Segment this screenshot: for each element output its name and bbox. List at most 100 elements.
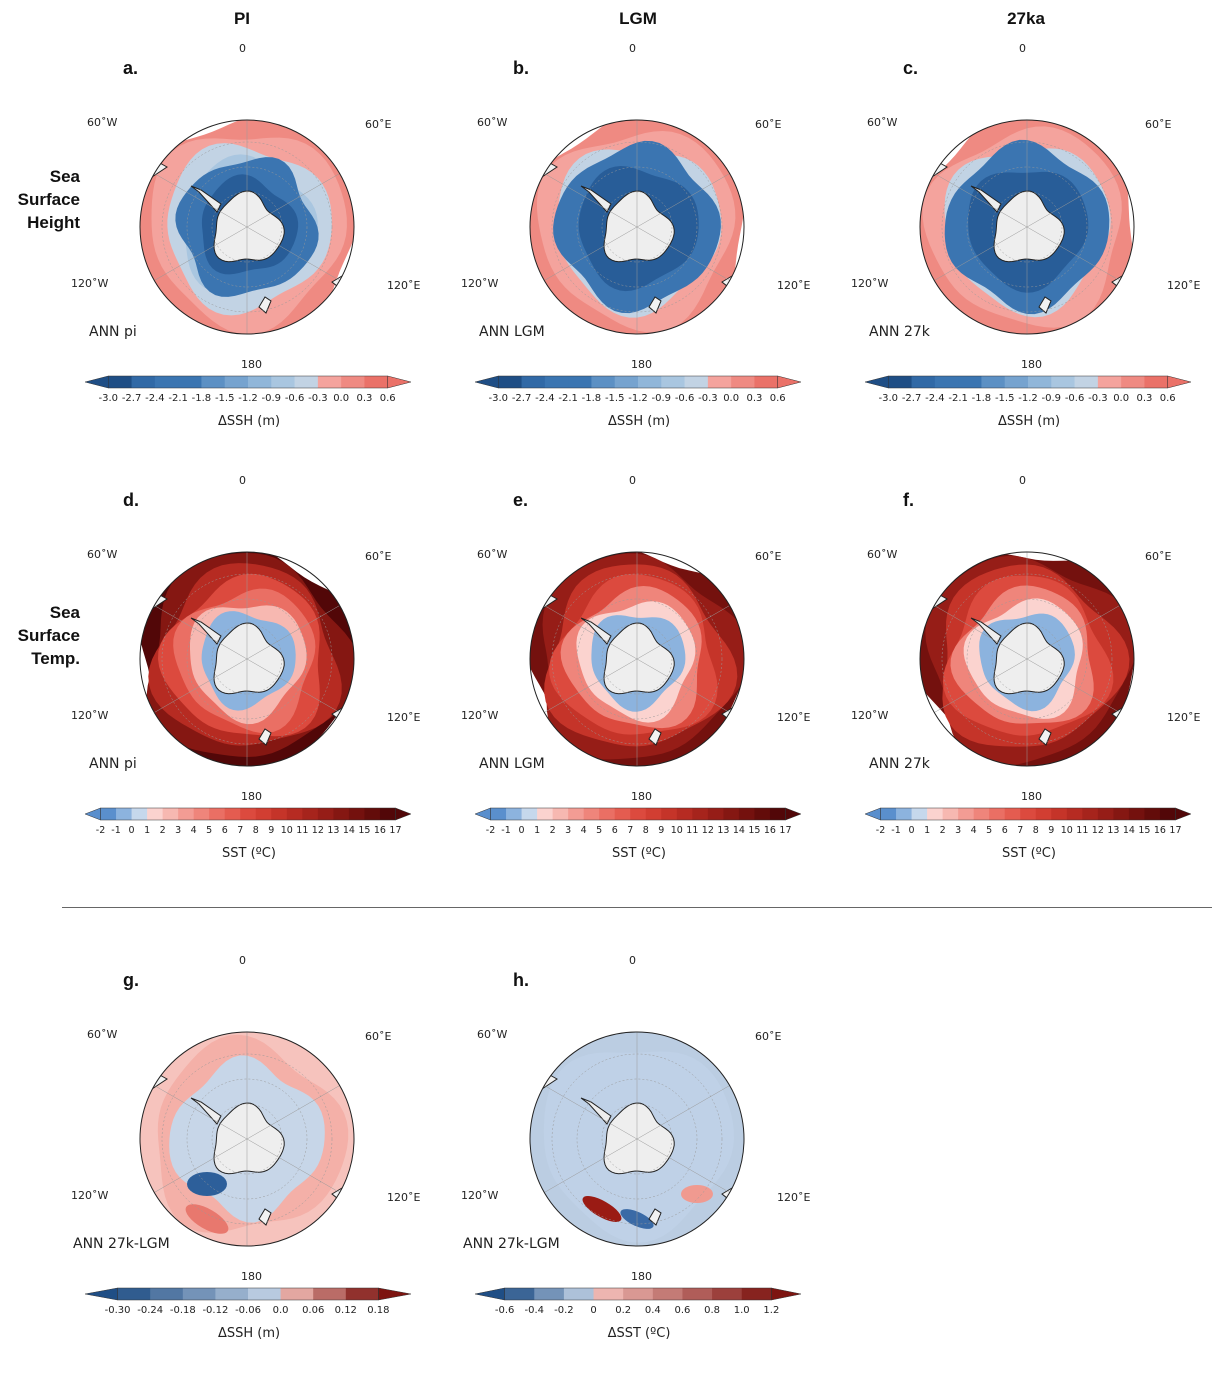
longitude-label: 180 — [631, 1270, 652, 1283]
colorbar-tick-label: 5 — [206, 825, 212, 836]
colorbar-extend-low — [84, 1287, 118, 1301]
colorbar-segment — [215, 1288, 249, 1300]
latitude-gridline — [186, 166, 308, 288]
colorbar-segment — [591, 376, 616, 388]
panel-letter: b. — [513, 58, 529, 78]
colorbar-tick-label: -0.6 — [285, 393, 305, 404]
longitude-label: 60˚E — [1145, 550, 1172, 563]
colorbar-tick-label: 5 — [596, 825, 602, 836]
colorbar-segment — [723, 808, 740, 820]
colorbar-extend-low — [864, 807, 881, 821]
colorbar-segment — [712, 1288, 743, 1300]
longitude-label: 0 — [629, 42, 636, 55]
colorbar-tick-label: 16 — [764, 825, 776, 836]
longitude-gridline — [636, 605, 730, 660]
longitude-gridline — [636, 658, 730, 713]
colorbar-segment — [280, 1288, 314, 1300]
longitude-gridline — [934, 605, 1028, 660]
colorbar-tick-label: 0.3 — [356, 393, 372, 404]
colorbar-segment — [1097, 808, 1114, 820]
colorbar-segment — [271, 808, 288, 820]
colorbar-tick-label: 0.06 — [302, 1305, 324, 1316]
colorbar-tick-label: -0.9 — [262, 393, 282, 404]
colorbar-tick-label: 15 — [748, 825, 760, 836]
experiment-label: ANN 27k-LGM — [73, 1236, 170, 1252]
colorbar-tick-label: 13 — [1107, 825, 1119, 836]
map-boundary — [529, 1031, 745, 1247]
colorbar-segment — [676, 808, 693, 820]
colorbar-tick-label: -2.4 — [145, 393, 165, 404]
colorbar-extend-high — [785, 807, 802, 821]
longitude-gridline — [544, 173, 638, 228]
row-label-sst-line: Surface — [17, 626, 80, 645]
colorbar-tick-label: 10 — [1061, 825, 1073, 836]
colorbar-segment — [1128, 808, 1145, 820]
latitude-gridline — [966, 598, 1088, 720]
longitude-label: 180 — [1021, 358, 1042, 371]
new-zealand-land — [258, 728, 272, 746]
map-boundary — [139, 1031, 355, 1247]
colorbar-segment — [661, 376, 686, 388]
colorbar-segment — [684, 376, 709, 388]
colorbar-extend-low — [474, 807, 491, 821]
colorbar-tick-label: 1 — [924, 825, 930, 836]
colorbar-tick-label: 11 — [686, 825, 698, 836]
longitude-label: 60˚E — [1145, 118, 1172, 131]
colorbar-segment — [1004, 376, 1029, 388]
longitude-gridline — [636, 226, 730, 281]
longitude-label: 60˚W — [477, 1028, 508, 1041]
colorbar-tick-label: 17 — [1169, 825, 1181, 836]
colorbar-tick-label: 11 — [1076, 825, 1088, 836]
new-zealand-land — [648, 728, 662, 746]
colorbar-tick-label: -0.3 — [698, 393, 718, 404]
africa-land — [1075, 552, 1103, 565]
colorbar-extend-high — [378, 1287, 412, 1301]
colorbar-segment — [1066, 808, 1083, 820]
antarctic-peninsula — [970, 617, 1002, 645]
colorbar-segment — [490, 808, 507, 820]
longitude-label: 60˚E — [365, 550, 392, 563]
longitude-label: 180 — [241, 358, 262, 371]
colorbar-tick-label: -3.0 — [489, 393, 509, 404]
colorbar-tick-label: 1 — [144, 825, 150, 836]
colorbar-segment — [707, 808, 724, 820]
colorbar-tick-label: -0.12 — [202, 1305, 228, 1316]
colorbar-segment — [348, 808, 365, 820]
longitude-label: 120˚W — [71, 277, 109, 290]
row-label-ssh-line: Height — [27, 213, 80, 232]
antarctica-landmass — [213, 190, 285, 263]
colorbar-segment — [1121, 376, 1145, 388]
colorbar-tick-label: -1 — [111, 825, 120, 836]
colorbar-unit-label: ΔSSH (m) — [217, 414, 281, 429]
colorbar-segment — [888, 376, 913, 388]
longitude-label: 60˚E — [755, 118, 782, 131]
colorbar-tick-label: -1.5 — [995, 393, 1015, 404]
colorbar-segment — [911, 808, 928, 820]
longitude-label: 0 — [239, 474, 246, 487]
colorbar-segment — [738, 808, 755, 820]
colorbar-unit-label: ΔSST (ºC) — [607, 1326, 671, 1341]
colorbar-segment — [100, 808, 117, 820]
colorbar-frame — [880, 807, 1176, 821]
colorbar-segment — [563, 1288, 595, 1300]
colorbar-segment — [645, 808, 662, 820]
longitude-gridline — [934, 173, 1028, 228]
polar-map-svg: -2 -1 0 1 2 3 4 5 6 7 8 9 10 11 12 13 14 15 16 17 — [84, 551, 412, 836]
antarctica-landmass — [993, 190, 1065, 263]
colorbar-tick-label: 0.3 — [1136, 393, 1152, 404]
colorbar-frame — [490, 807, 786, 821]
colorbar-segment — [341, 376, 365, 388]
panel-f: -2 -1 0 1 2 3 4 5 6 7 8 9 10 11 12 13 14 15 16 17 f. 0 60˚W 60˚… — [847, 474, 1207, 914]
colorbar-segment — [911, 376, 936, 388]
colorbar-segment — [521, 376, 546, 388]
colorbar-tick-label: 0.0 — [273, 1305, 289, 1316]
longitude-label: 0 — [239, 954, 246, 967]
longitude-label: 60˚W — [87, 1028, 118, 1041]
longitude-label: 120˚E — [387, 279, 421, 292]
colorbar-segment — [201, 376, 226, 388]
colorbar-segment — [1144, 376, 1169, 388]
polar-map-svg: -3.0 -2.7 -2.4 -2.1 -1.8 -1.5 -1.2 -0.9 -0.6 -0.3… — [84, 119, 412, 404]
colorbar-extend-high — [1175, 807, 1192, 821]
longitude-label: 120˚W — [71, 1189, 109, 1202]
antarctic-peninsula — [190, 1097, 222, 1125]
